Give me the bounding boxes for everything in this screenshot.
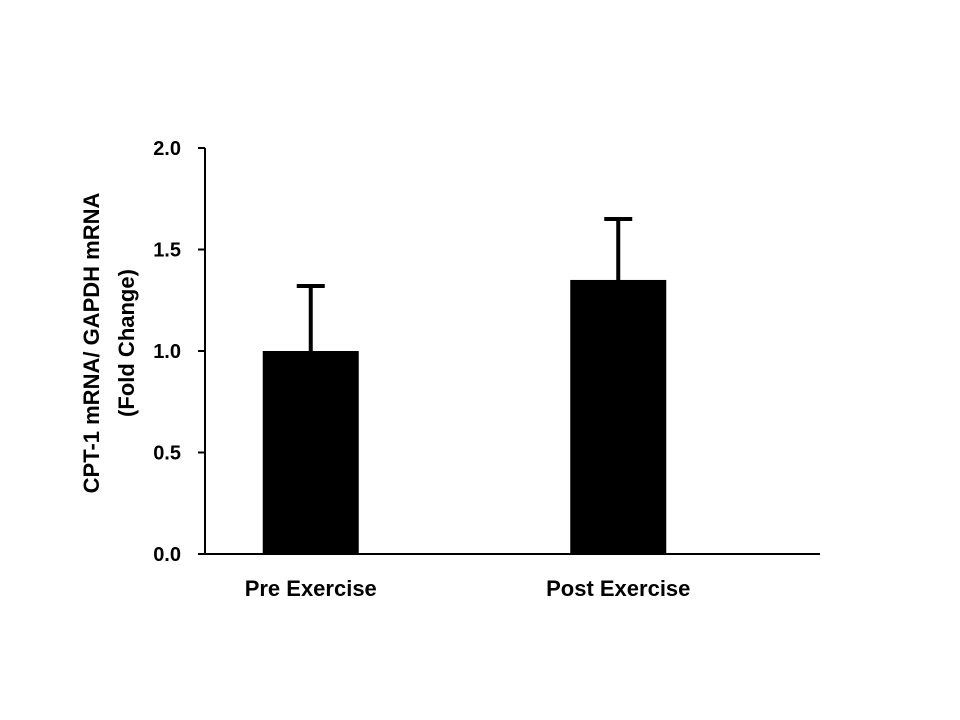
x-axis: Pre Exercise Post Exercise (198, 553, 820, 601)
y-tick-label: 0.0 (153, 544, 181, 566)
y-tick-label: 1.0 (153, 341, 181, 363)
x-category-label: Post Exercise (546, 576, 690, 601)
y-tick-label: 0.5 (153, 443, 181, 465)
y-tick-label: 2.0 (153, 138, 181, 160)
x-category-label: Pre Exercise (245, 576, 377, 601)
bar (570, 279, 667, 554)
y-tick-label: 1.5 (153, 240, 181, 262)
plot-area (262, 217, 667, 554)
y-axis-title-line2: (Fold Change) (114, 269, 139, 417)
y-axis-title-line1: CPT-1 mRNA/ GAPDH mRNA (79, 193, 104, 494)
y-axis: 0.0 0.5 1.0 1.5 2.0 (153, 138, 206, 566)
bar (262, 351, 359, 554)
y-axis-title: CPT-1 mRNA/ GAPDH mRNA (Fold Change) (79, 193, 139, 494)
